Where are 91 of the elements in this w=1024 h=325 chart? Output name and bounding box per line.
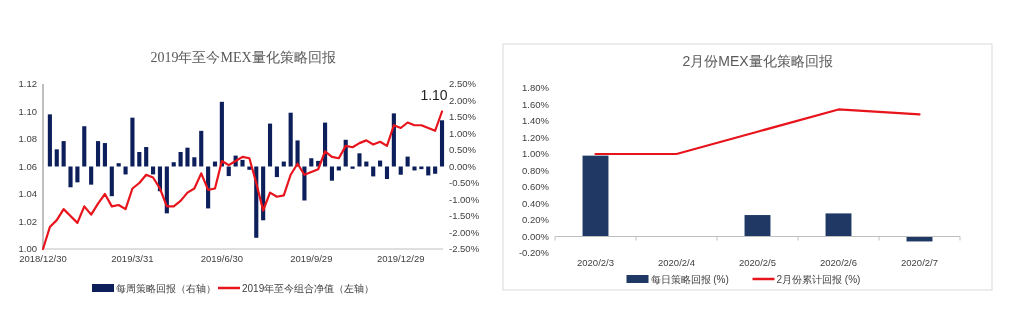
bar [61,141,66,167]
bar [433,166,438,174]
legend-label: 每日策略回报 (%) [650,274,729,285]
bar [102,143,107,167]
x-tick-label: 2020/2/3 [577,257,614,268]
bar [439,120,445,167]
y-tick-label: 0.60% [522,181,550,193]
bar [384,166,390,180]
bar [288,112,293,167]
bar [378,160,383,167]
bar [178,151,183,167]
y2-tick-label: 0.50% [449,144,477,156]
bar [226,166,231,177]
bar [405,156,410,167]
bar [82,126,87,167]
bar [185,147,190,167]
bar [582,155,609,237]
bar [144,147,149,167]
y2-tick-label: 2.50% [449,78,477,90]
chart-title: 2月份MEX量化策略回报 [682,53,833,69]
bar [75,166,80,183]
bar [68,166,73,188]
legend-label: 2月份累计回报 (%) [776,274,861,285]
bar [364,161,369,167]
x-tick-label: 2020/2/6 [820,257,857,268]
y-tick-label: 1.20% [522,131,550,143]
bar [192,157,197,167]
y-tick-label: 1.08 [18,133,37,145]
bar [137,151,142,167]
x-tick-label: 2019/6/30 [200,253,243,264]
y-tick-label: 1.02 [18,215,37,227]
y-tick-label: 1.06 [18,160,37,172]
legend-label: 2019年至今组合净值（左轴） [242,283,375,294]
bar [274,166,279,178]
x-tick-label: 2020/2/5 [739,257,776,268]
bar [109,166,114,197]
bar [744,215,771,237]
line-series [41,110,444,251]
bar [412,166,417,171]
bar [116,163,121,167]
y-tick-label: 1.00% [522,148,550,160]
x-tick-label: 2018/12/30 [19,253,67,264]
bar [281,161,286,167]
x-tick-label: 2020/2/4 [658,257,695,268]
bar [54,149,59,167]
x-tick-label: 2019/12/29 [376,253,425,264]
bar [240,159,245,167]
y-tick-label: 1.00 [18,243,37,255]
chart-title: 2019年至今MEX量化策略回报 [150,50,336,65]
bar [391,113,396,167]
bar [123,166,128,175]
y-tick-label: 1.04 [18,188,37,200]
y2-tick-label: -1.00% [449,193,480,205]
x-tick-label: 2019/3/31 [111,253,154,264]
bar [357,153,362,167]
y2-tick-label: -2.50% [449,243,480,255]
bar [329,166,335,181]
x-tick-label: 2019/9/29 [290,253,333,264]
y2-tick-label: 2.00% [449,94,477,106]
legend-label: 每周策略回报（右轴） [116,283,216,294]
y-tick-label: 0.00% [522,230,550,242]
y-tick-label: 1.12 [18,78,37,90]
x-tick-label: 2020/2/7 [901,257,938,268]
bar [47,114,52,167]
y-tick-label: 1.10 [18,105,37,117]
y-tick-label: 0.40% [522,197,550,209]
bar [130,117,135,167]
line-series [594,108,921,156]
y-tick-label: 1.80% [522,82,550,94]
y-tick-label: 0.80% [522,164,550,176]
bar [199,130,204,167]
y2-tick-label: -2.00% [449,226,480,238]
bar [171,162,176,167]
y2-tick-label: -1.50% [449,210,480,222]
y-tick-label: 1.40% [522,115,550,127]
y-tick-label: 0.20% [522,214,550,226]
y2-tick-label: 1.50% [449,111,477,123]
y2-tick-label: 1.00% [449,127,477,139]
bar [89,166,94,185]
y-tick-label: 1.60% [522,98,550,110]
y2-tick-label: 0.00% [449,160,477,172]
y-tick-label: -0.20% [518,247,550,259]
bar [95,141,101,167]
bar [219,101,224,167]
bar [825,213,852,237]
bar [398,166,403,175]
y2-tick-label: -0.50% [449,177,480,189]
bar [267,123,273,167]
annotation: 1.10 [420,86,448,103]
bar [309,158,314,167]
bar [212,161,218,167]
